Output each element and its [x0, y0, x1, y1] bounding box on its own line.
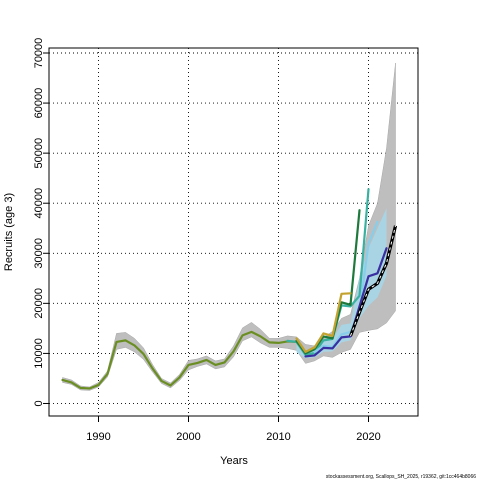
series-line-final-dash [350, 225, 396, 337]
y-tick-label: 70000 [33, 38, 45, 69]
y-tick-label: 60000 [33, 88, 45, 119]
series-lines [61, 188, 398, 390]
plot-frame [48, 47, 419, 417]
y-tick-label: 50000 [33, 138, 45, 169]
x-tick-label: 2010 [266, 431, 290, 443]
y-tick-label: 0 [33, 400, 45, 406]
x-tick-label: 2020 [356, 431, 380, 443]
series-line-6 [304, 247, 388, 358]
y-axis-title: Recruits (age 3) [3, 193, 15, 271]
y-tick-label: 20000 [33, 288, 45, 319]
footer-text: stockassessment.org, Scallops_SH_2025, r… [326, 474, 476, 480]
series-line-4 [295, 292, 352, 354]
confidence-bands [62, 62, 396, 391]
y-tick-label: 10000 [33, 338, 45, 369]
series-line-1 [61, 330, 298, 390]
recent-estimate-band [296, 208, 387, 359]
x-tick-label: 2000 [176, 431, 200, 443]
gridlines [49, 48, 418, 416]
series-line-3 [295, 209, 361, 355]
y-tick-label: 40000 [33, 188, 45, 219]
x-axis-title: Years [220, 455, 248, 467]
series-line-5 [313, 220, 379, 354]
y-axis: 0 10000 20000 30000 40000 50000 60000 70000 [33, 38, 49, 407]
x-tick-label: 1990 [86, 431, 110, 443]
confidence-band [62, 62, 396, 391]
x-axis: 1990 2000 2010 2020 [86, 416, 381, 443]
y-tick-label: 30000 [33, 238, 45, 269]
